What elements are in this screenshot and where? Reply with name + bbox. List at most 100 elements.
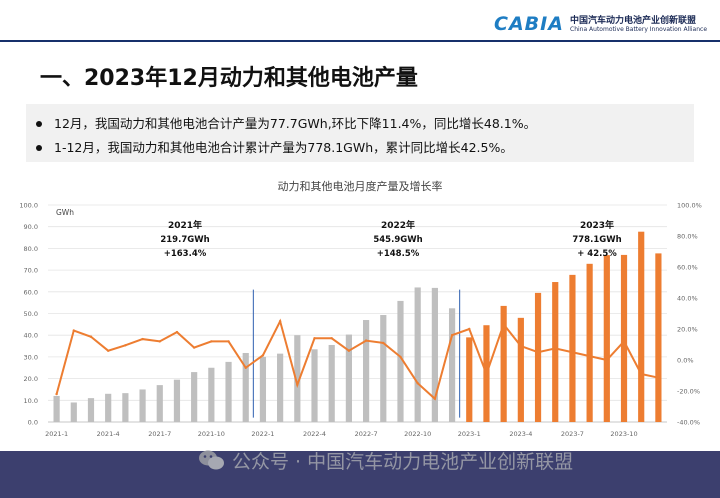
bar-2022-4: [311, 349, 318, 422]
bar-2021-11: [225, 361, 232, 422]
bar-2023-8: [586, 263, 593, 422]
growth-point-2021-7: [158, 340, 161, 343]
y2-tick-label: -40.0%: [677, 419, 700, 427]
growth-point-2023-12: [657, 376, 660, 379]
growth-point-2023-8: [588, 354, 591, 358]
bar-2021-5: [122, 393, 129, 422]
y2-tick-label: 60.0%: [677, 264, 698, 272]
bar-2021-3: [87, 398, 95, 422]
summary-bullet-2-text: 1-12月，我国动力和其他电池合计累计产量为778.1GWh，累计同比增长42.…: [54, 140, 513, 155]
growth-point-2022-5: [330, 337, 333, 340]
x-tick-label: 2022-7: [355, 430, 378, 438]
annotation-total: 545.9GWh: [373, 235, 422, 245]
growth-point-2022-8: [382, 341, 385, 345]
growth-rate-line: [55, 318, 659, 401]
growth-point-2023-5: [536, 351, 540, 354]
bullet-dot-icon: [36, 120, 42, 127]
bar-2023-5: [534, 292, 542, 422]
y-tick-label: 20.0: [24, 375, 38, 383]
bar-2022-8: [380, 315, 387, 422]
bar-2023-10: [620, 254, 628, 422]
bar-2022-7: [363, 320, 370, 422]
bullet-dot-icon: [36, 144, 42, 151]
bar-2021-6: [139, 389, 146, 422]
bar-2021-8: [173, 379, 181, 422]
growth-point-2021-9: [192, 346, 196, 349]
growth-point-2022-11: [433, 397, 437, 400]
x-tick-label: 2022-10: [404, 430, 431, 438]
summary-bullet-1: 12月，我国动力和其他电池合计产量为77.7GWh,环比下降11.4%，同比增长…: [36, 113, 536, 132]
y2-tick-label: 0.0%: [677, 357, 694, 365]
growth-point-2022-2: [278, 320, 282, 323]
annotation-growth: +148.5%: [377, 249, 420, 259]
bar-2023-4: [517, 317, 524, 422]
growth-point-2022-10: [416, 382, 419, 385]
growth-point-2021-10: [210, 340, 213, 343]
y2-tick-label: 40.0%: [677, 295, 698, 303]
annotation-year: 2023年: [580, 219, 614, 231]
y-tick-label: 30.0: [24, 353, 38, 361]
header-bar: CABIA 中国汽车动力电池产业创新联盟 China Automotive Ba…: [0, 0, 720, 42]
bar-2023-9: [603, 255, 610, 422]
bar-2022-2: [277, 353, 284, 422]
footer-band: [0, 451, 720, 498]
y-axis-label: GWh: [56, 208, 74, 217]
growth-point-2021-12: [244, 366, 247, 369]
growth-point-2021-8: [175, 330, 179, 334]
bar-2021-9: [191, 372, 198, 422]
y-tick-label: 40.0: [24, 332, 38, 340]
growth-point-2023-4: [519, 344, 523, 348]
growth-point-2021-11: [227, 340, 230, 343]
bar-2023-12: [655, 253, 662, 422]
growth-point-2021-3: [89, 335, 93, 338]
bar-2021-7: [156, 385, 163, 422]
x-tick-label: 2021-10: [198, 430, 225, 438]
bar-2022-10: [414, 287, 421, 422]
bar-2022-3: [294, 335, 301, 422]
wechat-icon: [199, 450, 224, 470]
annotation-year: 2022年: [381, 219, 415, 231]
bar-2023-6: [552, 282, 559, 422]
growth-point-2023-9: [605, 358, 609, 362]
x-tick-label: 2021-1: [45, 430, 68, 438]
growth-point-2022-4: [313, 337, 316, 340]
growth-point-2023-10: [622, 340, 626, 343]
growth-point-2021-2: [72, 329, 75, 332]
growth-point-2022-1: [261, 354, 265, 357]
watermark-text: 公众号 · 中国汽车动力电池产业创新联盟: [232, 451, 574, 473]
bar-2022-12: [448, 308, 456, 422]
bar-2021-10: [208, 367, 215, 422]
chart-title: 动力和其他电池月度产量及增长率: [277, 180, 443, 193]
summary-bullet-2: 1-12月，我国动力和其他电池合计累计产量为778.1GWh，累计同比增长42.…: [36, 137, 513, 156]
y-tick-label: 80.0: [24, 245, 38, 253]
growth-point-2022-12: [450, 334, 454, 337]
growth-point-2022-7: [364, 339, 368, 342]
bar-2022-6: [345, 334, 352, 422]
x-tick-label: 2023-7: [561, 430, 584, 438]
growth-point-2022-3: [296, 383, 299, 386]
bar-2023-7: [569, 274, 576, 422]
bar-2023-1: [466, 337, 473, 422]
summary-box: 12月，我国动力和其他电池合计产量为77.7GWh,环比下降11.4%，同比增长…: [26, 104, 694, 162]
bar-2023-11: [638, 231, 645, 422]
x-tick-label: 2021-7: [148, 430, 171, 438]
growth-point-2023-1: [468, 327, 471, 331]
x-tick-label: 2023-1: [458, 430, 481, 438]
y-tick-label: 0.0: [28, 419, 38, 427]
growth-point-2023-7: [571, 351, 574, 354]
bar-2022-9: [397, 300, 404, 422]
cabia-logo: CABIA: [494, 13, 564, 35]
y2-tick-label: 20.0%: [677, 326, 698, 334]
y2-tick-label: 80.0%: [677, 233, 698, 241]
growth-point-2022-6: [347, 349, 351, 352]
x-tick-label: 2022-4: [303, 430, 326, 438]
growth-point-2023-3: [502, 323, 505, 326]
y-tick-label: 100.0: [19, 202, 38, 210]
growth-point-2023-6: [554, 347, 557, 350]
annotation-growth: +163.4%: [164, 249, 207, 259]
y-tick-label: 50.0: [24, 310, 38, 318]
x-tick-label: 2022-1: [251, 430, 274, 438]
y-tick-label: 10.0: [24, 397, 38, 405]
y-tick-label: 90.0: [24, 223, 38, 231]
